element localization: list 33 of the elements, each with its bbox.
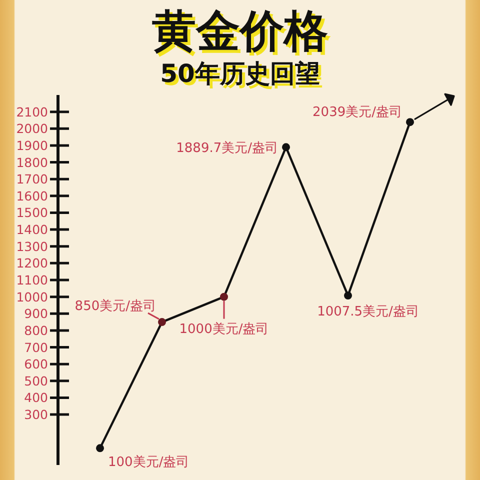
data-label: 1007.5美元/盎司 [317, 304, 419, 320]
point [96, 444, 104, 452]
data-label: 1889.7美元/盎司 [176, 140, 278, 156]
data-label: 100美元/盎司 [108, 454, 190, 470]
y-tick-label: 800 [24, 322, 48, 338]
y-tick-label: 500 [24, 373, 48, 388]
data-label: 2039美元/盎司 [312, 104, 402, 120]
point [344, 292, 352, 300]
data-label: 1000美元/盎司 [179, 320, 269, 337]
y-tick-label: 300 [24, 407, 48, 422]
point [406, 118, 414, 126]
y-tick-label: 2100 [16, 104, 48, 120]
y-tick-label: 1000 [16, 289, 48, 304]
y-tick-label: 1200 [16, 256, 48, 271]
y-tick-label: 1300 [16, 238, 48, 254]
y-tick-label: 1900 [16, 138, 48, 153]
point [158, 318, 166, 326]
chart-title: 黄金价格 [152, 6, 328, 57]
point [282, 143, 290, 152]
y-tick-label: 900 [24, 306, 48, 322]
y-tick-label: 2000 [16, 121, 48, 136]
point [220, 292, 228, 301]
y-tick-label: 1100 [16, 272, 48, 288]
y-tick-label: 1400 [16, 222, 48, 238]
data-label: 850美元/盎司 [74, 298, 156, 314]
y-tick-label: 400 [24, 390, 48, 406]
y-tick-label: 1700 [16, 172, 48, 187]
y-tick-label: 600 [24, 356, 48, 372]
y-tick-label: 1600 [16, 188, 48, 204]
y-tick-label: 1800 [16, 154, 48, 170]
y-tick-label: 700 [24, 340, 48, 355]
y-tick-label: 1500 [16, 205, 48, 220]
chart-subtitle: 50年历史回望 [160, 59, 320, 88]
